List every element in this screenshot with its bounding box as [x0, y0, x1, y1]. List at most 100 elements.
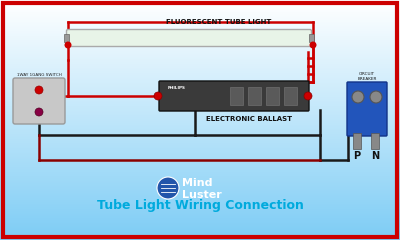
Bar	[0, 112, 400, 113]
Bar	[0, 38, 400, 39]
Bar	[0, 235, 400, 236]
Bar	[0, 208, 400, 209]
Bar	[0, 167, 400, 168]
Bar	[0, 42, 400, 43]
Text: Mind: Mind	[182, 178, 212, 188]
Bar	[0, 30, 400, 31]
Bar	[0, 37, 400, 38]
Bar	[0, 141, 400, 142]
Bar	[0, 219, 400, 220]
Bar	[0, 52, 400, 53]
Bar	[0, 0, 400, 1]
Bar	[0, 99, 400, 100]
Bar	[0, 150, 400, 151]
Bar	[0, 96, 400, 97]
Bar	[0, 3, 400, 4]
Bar	[0, 114, 400, 115]
Bar	[0, 89, 400, 90]
Text: ELECTRONIC BALLAST: ELECTRONIC BALLAST	[206, 116, 292, 122]
Bar	[0, 33, 400, 34]
Bar	[266, 87, 279, 105]
Bar	[0, 32, 400, 33]
Bar	[0, 20, 400, 21]
Bar	[0, 132, 400, 133]
Bar	[0, 47, 400, 48]
Bar	[0, 223, 400, 224]
Bar	[0, 1, 400, 2]
Bar	[0, 59, 400, 60]
Bar	[0, 23, 400, 24]
Bar	[0, 139, 400, 140]
FancyBboxPatch shape	[347, 82, 387, 136]
Bar	[230, 87, 243, 105]
Bar	[0, 26, 400, 27]
Bar	[0, 130, 400, 131]
Bar	[0, 111, 400, 112]
Bar	[0, 163, 400, 164]
Bar	[0, 146, 400, 147]
FancyBboxPatch shape	[159, 81, 309, 111]
Bar	[0, 179, 400, 180]
Bar	[0, 11, 400, 12]
Bar	[0, 201, 400, 202]
Bar	[0, 195, 400, 196]
Bar	[0, 159, 400, 160]
Bar	[0, 35, 400, 36]
Bar	[0, 213, 400, 214]
Bar	[0, 154, 400, 155]
Bar	[0, 171, 400, 172]
Bar	[248, 87, 261, 105]
Bar	[0, 237, 400, 238]
Bar	[0, 181, 400, 182]
Bar	[0, 57, 400, 58]
Circle shape	[370, 91, 382, 103]
Bar	[0, 169, 400, 170]
Bar	[0, 190, 400, 191]
Circle shape	[154, 92, 162, 100]
Bar	[0, 68, 400, 69]
Bar	[0, 220, 400, 221]
Bar	[0, 67, 400, 68]
Bar	[0, 82, 400, 83]
Bar	[0, 173, 400, 174]
Bar	[0, 109, 400, 110]
Bar	[0, 14, 400, 15]
Bar	[0, 98, 400, 99]
Bar	[0, 211, 400, 212]
Bar	[0, 56, 400, 57]
Bar	[0, 165, 400, 166]
Text: Tube Light Wiring Connection: Tube Light Wiring Connection	[96, 198, 304, 211]
Bar	[0, 178, 400, 179]
Bar	[0, 50, 400, 51]
Bar	[0, 137, 400, 138]
Bar	[0, 162, 400, 163]
Bar	[0, 210, 400, 211]
Bar	[0, 72, 400, 73]
Bar	[0, 118, 400, 119]
Bar	[0, 217, 400, 218]
Bar	[0, 124, 400, 125]
Bar	[0, 197, 400, 198]
Text: FLUORESCENT TUBE LIGHT: FLUORESCENT TUBE LIGHT	[166, 19, 272, 25]
Bar	[0, 103, 400, 104]
Bar	[0, 177, 400, 178]
Bar	[0, 110, 400, 111]
Bar	[0, 226, 400, 227]
Bar	[0, 12, 400, 13]
Text: P: P	[354, 151, 360, 161]
Bar	[0, 45, 400, 46]
Bar	[0, 185, 400, 186]
Bar	[0, 182, 400, 183]
Bar	[0, 120, 400, 121]
Bar	[0, 199, 400, 200]
Bar	[0, 63, 400, 64]
Bar	[0, 172, 400, 173]
Bar	[0, 144, 400, 145]
Bar	[0, 188, 400, 189]
Bar	[0, 184, 400, 185]
Bar	[0, 227, 400, 228]
Bar	[0, 66, 400, 67]
Bar	[0, 29, 400, 30]
Bar	[284, 87, 297, 105]
Bar	[0, 60, 400, 61]
